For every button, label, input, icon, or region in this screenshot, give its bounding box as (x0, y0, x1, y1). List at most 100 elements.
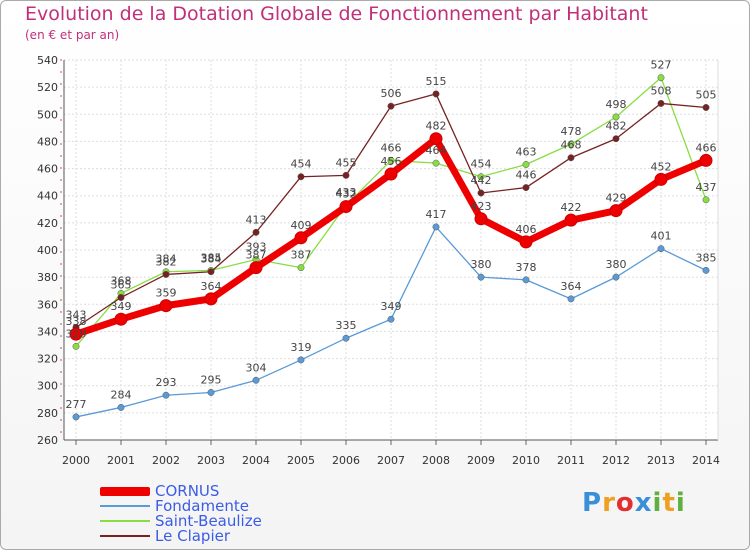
data-label-saint-beaulize: 368 (111, 274, 132, 287)
y-tick-label: 300 (37, 380, 58, 393)
data-label-fondamente: 364 (561, 280, 582, 293)
legend-swatch-cornus (100, 487, 150, 496)
data-label-cornus: 456 (381, 155, 402, 168)
x-tick-label: 2007 (377, 454, 405, 467)
y-tick-label: 280 (37, 407, 58, 420)
y-tick-label: 380 (37, 271, 58, 284)
legend-swatch-fondamente (100, 505, 150, 507)
series-group (69, 74, 713, 421)
data-point-le clapier (657, 99, 665, 107)
data-point-fondamente (657, 245, 665, 253)
data-point-fondamente (207, 389, 215, 396)
x-tick-label: 2012 (602, 454, 630, 467)
y-tick-label: 480 (37, 135, 58, 148)
data-label-fondamente: 295 (201, 374, 222, 387)
data-label-saint-beaulize: 393 (246, 241, 267, 254)
data-label-le clapier: 454 (291, 158, 312, 171)
data-point-cornus (114, 312, 128, 326)
data-label-le clapier: 384 (201, 253, 222, 266)
data-point-cornus (339, 200, 353, 214)
data-point-fondamente (72, 413, 80, 421)
data-label-saint-beaulize: 527 (651, 59, 672, 72)
data-label-le clapier: 455 (336, 156, 357, 169)
data-label-cornus: 466 (696, 141, 717, 154)
data-label-le clapier: 468 (561, 139, 582, 152)
data-point-cornus (69, 327, 83, 341)
x-tick-label: 2006 (332, 454, 360, 467)
logo-letter: x (634, 488, 653, 518)
data-point-cornus (564, 213, 578, 227)
data-label-cornus: 359 (156, 287, 177, 300)
data-label-fondamente: 349 (381, 300, 402, 313)
legend-swatch-saint-beaulize (100, 520, 150, 522)
data-label-fondamente: 380 (606, 258, 627, 271)
logo-letter: i (652, 488, 663, 518)
data-label-le clapier: 413 (246, 213, 267, 226)
data-point-le clapier (432, 90, 440, 98)
logo-letter: i (675, 488, 686, 518)
data-point-le clapier (252, 228, 260, 236)
legend-label-fondamente: Fondamente (155, 497, 249, 515)
data-point-fondamente (432, 223, 440, 231)
grid-lines (64, 59, 718, 441)
x-tick-label: 2005 (287, 454, 315, 467)
legend-label-le-clapier: Le Clapier (155, 527, 231, 545)
legend-item-le-clapier[interactable]: Le Clapier (100, 527, 350, 545)
data-label-saint-beaulize: 454 (471, 158, 492, 171)
legend-item-cornus[interactable]: CORNUS (100, 482, 350, 500)
data-label-saint-beaulize: 478 (561, 125, 582, 138)
x-tick-label: 2000 (62, 454, 90, 467)
data-point-fondamente (387, 315, 395, 323)
data-point-le clapier (612, 135, 620, 143)
data-label-le clapier: 382 (156, 255, 177, 268)
x-tick-label: 2013 (647, 454, 675, 467)
legend-item-fondamente[interactable]: Fondamente (100, 497, 350, 515)
y-tick-label: 540 (37, 54, 58, 67)
chart-title: Evolution de la Dotation Globale de Fonc… (25, 3, 648, 25)
y-tick-label: 360 (37, 298, 58, 311)
data-label-saint-beaulize: 463 (516, 146, 537, 159)
data-point-le clapier (477, 189, 485, 197)
data-point-cornus (384, 167, 398, 181)
y-tick-label: 440 (37, 190, 58, 203)
chart-subtitle: (en € et par an) (25, 28, 120, 42)
data-label-le clapier: 515 (426, 75, 447, 88)
data-label-saint-beaulize: 385 (201, 251, 222, 264)
data-point-fondamente (342, 334, 350, 342)
data-point-le clapier (387, 102, 395, 110)
data-point-le clapier (567, 154, 575, 162)
data-point-fondamente (252, 376, 260, 384)
data-point-le clapier (702, 104, 710, 111)
data-label-cornus: 387 (246, 249, 267, 262)
data-point-fondamente (477, 273, 485, 281)
legend-label-saint-beaulize: Saint-Beaulize (155, 512, 262, 530)
data-point-fondamente (117, 403, 125, 411)
data-label-saint-beaulize: 387 (291, 249, 312, 262)
legend-label-cornus: CORNUS (155, 482, 220, 500)
data-labels: 338 349 359 364 387 409 432 456 482 423 406 422 429 4… (66, 59, 717, 411)
data-point-saint-beaulize (297, 264, 305, 272)
data-label-fondamente: 380 (471, 258, 492, 271)
data-label-saint-beaulize: 437 (696, 181, 717, 194)
x-tick-label: 2002 (152, 454, 180, 467)
data-label-le clapier: 505 (696, 89, 717, 102)
data-label-fondamente: 401 (651, 230, 672, 243)
logo-letter: P (582, 488, 603, 518)
y-tick-label: 420 (37, 217, 58, 230)
data-label-saint-beaulize: 498 (606, 98, 627, 111)
data-point-fondamente (162, 391, 170, 399)
data-label-cornus: 406 (516, 223, 537, 236)
data-label-le clapier: 343 (66, 308, 87, 321)
data-label-cornus: 482 (426, 120, 447, 133)
data-label-le clapier: 506 (381, 87, 402, 100)
data-label-saint-beaulize: 433 (336, 186, 357, 199)
y-tick-label: 320 (37, 353, 58, 366)
data-label-cornus: 452 (651, 160, 672, 173)
x-tick-label: 2009 (467, 454, 495, 467)
data-point-saint-beaulize (432, 159, 440, 167)
data-point-le clapier (342, 171, 350, 179)
data-label-cornus: 432 (336, 188, 357, 201)
data-point-cornus (429, 132, 443, 146)
data-label-fondamente: 417 (426, 208, 447, 221)
legend-item-saint-beaulize[interactable]: Saint-Beaulize (100, 512, 350, 530)
